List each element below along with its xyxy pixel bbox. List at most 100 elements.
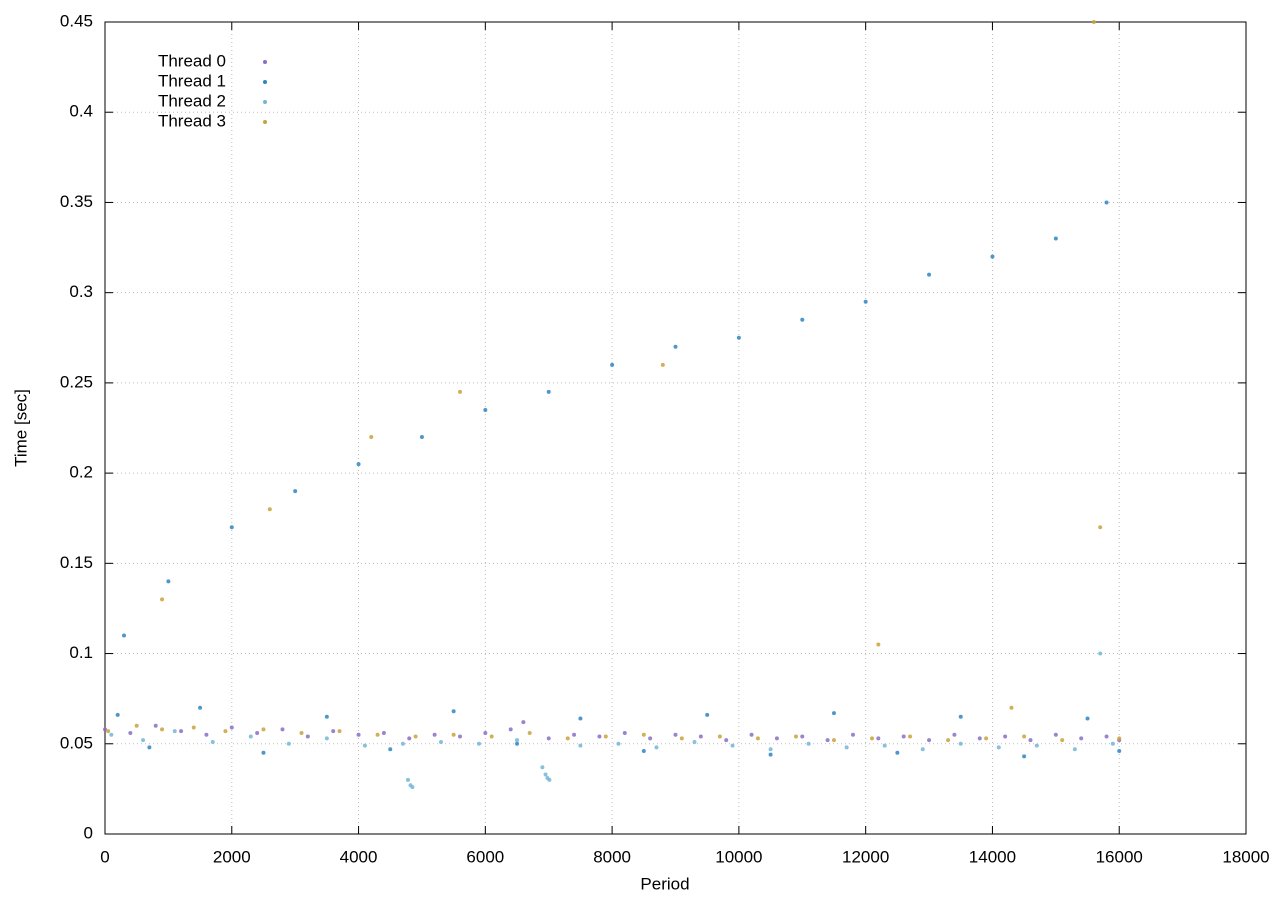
legend-label: Thread 3: [158, 111, 226, 130]
data-point: [166, 579, 171, 584]
x-tick-label: 12000: [842, 847, 889, 866]
data-point: [641, 748, 646, 753]
data-point: [1053, 732, 1058, 737]
data-point: [457, 734, 462, 739]
data-point: [547, 777, 552, 782]
data-point: [870, 736, 875, 741]
data-point: [895, 750, 900, 755]
data-point: [705, 712, 710, 717]
data-point: [400, 741, 405, 746]
data-point: [749, 732, 754, 737]
data-point: [1085, 716, 1090, 721]
data-point: [698, 734, 703, 739]
data-point: [432, 732, 437, 737]
data-point: [1079, 736, 1084, 741]
data-point: [204, 732, 209, 737]
data-point: [405, 777, 410, 782]
data-point: [255, 730, 260, 735]
y-axis-label: Time [sec]: [11, 389, 30, 467]
data-point: [984, 736, 989, 741]
data-point: [419, 435, 424, 440]
data-point: [356, 732, 361, 737]
data-point: [375, 732, 380, 737]
data-point: [565, 736, 570, 741]
x-tick-label: 14000: [969, 847, 1016, 866]
y-tick-label: 0: [84, 823, 93, 842]
data-point: [1104, 200, 1109, 205]
y-tick-label: 0.4: [69, 102, 93, 121]
data-point: [730, 743, 735, 748]
data-point: [267, 507, 272, 512]
data-point: [673, 732, 678, 737]
data-point: [1003, 734, 1008, 739]
data-point: [483, 730, 488, 735]
legend-marker: [263, 120, 267, 124]
data-point: [927, 272, 932, 277]
data-point: [622, 730, 627, 735]
data-point: [958, 741, 963, 746]
legend-marker: [263, 100, 267, 104]
x-tick-label: 2000: [213, 847, 251, 866]
y-tick-label: 0.1: [69, 643, 93, 662]
data-point: [1072, 747, 1077, 752]
data-point: [261, 727, 266, 732]
data-point: [1117, 736, 1122, 741]
data-point: [457, 389, 462, 394]
data-point: [597, 734, 602, 739]
data-point: [508, 727, 513, 732]
data-point: [1028, 738, 1033, 743]
data-point: [831, 738, 836, 743]
y-tick-label: 0.05: [60, 733, 93, 752]
data-point: [673, 344, 678, 349]
plot-frame: [104, 21, 1247, 835]
y-tick-label: 0.35: [60, 192, 93, 211]
legend-label: Thread 2: [158, 91, 226, 110]
data-point: [1117, 748, 1122, 753]
data-point: [229, 525, 234, 530]
data-point: [768, 747, 773, 752]
data-point: [413, 734, 418, 739]
data-point: [115, 712, 120, 717]
data-point: [755, 736, 760, 741]
data-point: [736, 335, 741, 340]
data-point: [641, 732, 646, 737]
data-point: [160, 727, 165, 732]
data-point: [483, 407, 488, 412]
data-point: [1091, 20, 1096, 24]
x-axis-label: Period: [640, 874, 689, 893]
data-point: [850, 732, 855, 737]
data-point: [793, 734, 798, 739]
data-point: [103, 727, 107, 732]
data-point: [128, 730, 133, 735]
data-point: [572, 732, 577, 737]
x-tick-label: 16000: [1096, 847, 1143, 866]
data-point: [863, 299, 868, 304]
data-point: [451, 709, 456, 714]
data-point: [109, 732, 114, 737]
data-point: [717, 734, 722, 739]
data-point: [324, 736, 329, 741]
data-point: [210, 739, 215, 744]
data-point: [616, 741, 621, 746]
y-tick-label: 0.25: [60, 372, 93, 391]
data-point: [280, 727, 285, 732]
data-point: [438, 739, 443, 744]
data-point: [540, 765, 545, 770]
data-point: [153, 723, 158, 728]
data-point: [654, 745, 659, 750]
data-point: [679, 736, 684, 741]
data-point: [844, 745, 849, 750]
data-point: [451, 732, 456, 737]
data-point: [1034, 743, 1039, 748]
data-point: [831, 711, 836, 716]
data-point: [958, 714, 963, 719]
data-point: [724, 738, 729, 743]
data-point: [876, 642, 881, 647]
data-point: [990, 254, 995, 259]
data-point: [407, 736, 412, 741]
data-point: [1060, 738, 1065, 743]
data-point: [1009, 705, 1014, 710]
data-point: [106, 729, 111, 734]
data-point: [800, 317, 805, 322]
data-point: [362, 743, 367, 748]
